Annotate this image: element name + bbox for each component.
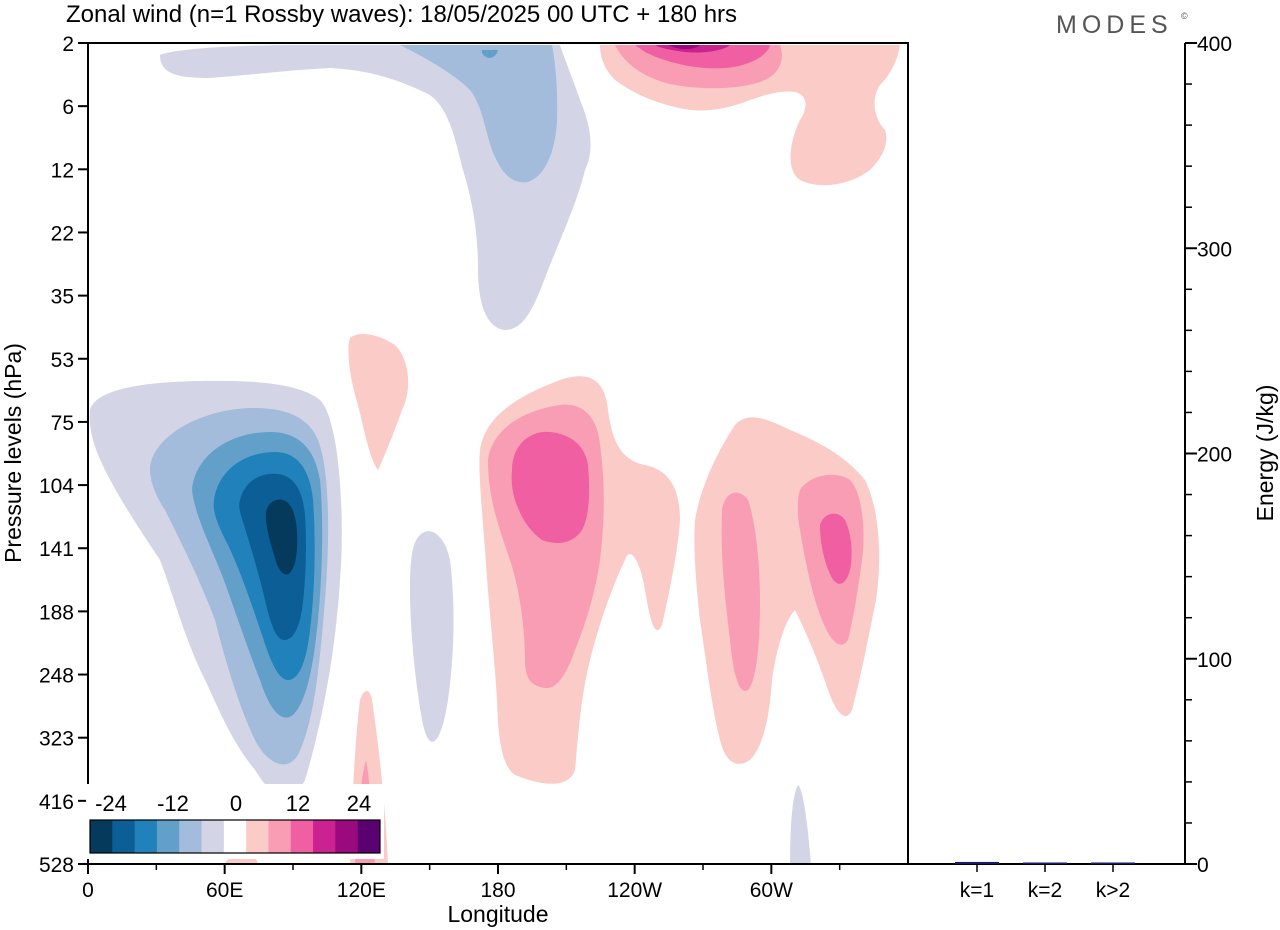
y-tick-label: 528 bbox=[39, 854, 74, 877]
y-tick-label: 323 bbox=[39, 728, 74, 751]
colorbar-tick-label: -24 bbox=[95, 791, 127, 816]
y-tick-label: 35 bbox=[51, 286, 74, 309]
colorbar-swatch bbox=[268, 820, 292, 853]
y-tick-label: 75 bbox=[51, 412, 74, 435]
energy-bars: k=1 k=2 k>2 bbox=[955, 861, 1135, 902]
colorbar-swatch bbox=[156, 820, 180, 853]
x-tick-label: 120W bbox=[607, 879, 662, 902]
contour-plot bbox=[88, 43, 908, 864]
y-tick-label: 416 bbox=[39, 791, 74, 814]
brand-mark: © bbox=[1181, 11, 1188, 21]
colorbar-swatch bbox=[179, 820, 203, 853]
colorbar-tick-label: 12 bbox=[286, 791, 310, 816]
colorbar-swatch bbox=[313, 820, 336, 853]
energy-tick-label: 100 bbox=[1197, 649, 1232, 672]
y-tick-label: 6 bbox=[62, 96, 74, 119]
colorbar-swatch bbox=[223, 820, 247, 853]
x-tick-label: 60W bbox=[750, 879, 793, 902]
y-tick-label: 248 bbox=[39, 665, 74, 688]
colorbar-swatch bbox=[201, 820, 225, 853]
energy-category-label: k>2 bbox=[1096, 879, 1130, 902]
brand-logo: MODES bbox=[1056, 11, 1173, 39]
negative-anomaly-level-3 bbox=[481, 50, 498, 58]
colorbar-swatch bbox=[357, 820, 381, 853]
colorbar-swatch bbox=[112, 820, 136, 853]
energy-bar bbox=[955, 861, 999, 864]
energy-category-label: k=2 bbox=[1028, 879, 1062, 902]
colorbar-tick-label: 0 bbox=[230, 791, 242, 816]
positive-anomaly-level-4 bbox=[529, 446, 575, 518]
colorbar-swatch bbox=[90, 820, 113, 853]
negative-anomaly-level-6 bbox=[265, 499, 298, 575]
colorbar: -24 -12 0 12 24 bbox=[86, 784, 384, 859]
x-tick-label: 0 bbox=[82, 879, 94, 902]
energy-tick-label: 300 bbox=[1197, 238, 1232, 261]
x-tick-label: 120E bbox=[337, 879, 386, 902]
y-tick-label: 188 bbox=[39, 601, 74, 624]
y-tick-label: 2 bbox=[62, 33, 74, 56]
negative-anomaly-level-2 bbox=[400, 45, 558, 183]
energy-axis-label: Energy (J/kg) bbox=[1252, 385, 1278, 522]
y-axis-label: Pressure levels (hPa) bbox=[0, 343, 26, 563]
colorbar-frame bbox=[89, 819, 381, 854]
positive-anomaly-level-2 bbox=[721, 492, 760, 691]
positive-anomaly-level-3 bbox=[820, 513, 852, 584]
energy-tick-label: 0 bbox=[1197, 854, 1209, 877]
energy-tick-label: 400 bbox=[1197, 33, 1232, 56]
positive-anomaly-level-3 bbox=[635, 45, 770, 69]
y-axis: 2 6 12 22 35 53 75 104 141 188 248 323 416 528 bbox=[39, 33, 88, 877]
chart-title: Zonal wind (n=1 Rossby waves): 18/05/202… bbox=[66, 1, 737, 28]
colorbar-swatch bbox=[335, 820, 359, 853]
y-tick-label: 141 bbox=[39, 538, 74, 561]
colorbar-swatch bbox=[290, 820, 314, 853]
energy-bar bbox=[1023, 862, 1067, 864]
negative-anomaly-level-1 bbox=[790, 785, 811, 864]
negative-anomaly-level-1 bbox=[410, 531, 454, 742]
energy-tick-label: 200 bbox=[1197, 444, 1232, 467]
positive-anomaly-level-5 bbox=[668, 45, 700, 50]
colorbar-tick-label: 24 bbox=[347, 791, 371, 816]
x-axis: 0 60E 120E 180 120W 60W bbox=[82, 864, 841, 902]
x-axis-label: Longitude bbox=[447, 901, 548, 927]
y-tick-label: 53 bbox=[51, 349, 74, 372]
y-tick-label: 104 bbox=[39, 475, 74, 498]
colorbar-tick-label: -12 bbox=[157, 791, 189, 816]
y-tick-label: 12 bbox=[51, 159, 74, 182]
positive-anomaly-level-1 bbox=[348, 334, 409, 470]
colorbar-swatch bbox=[246, 820, 269, 853]
energy-axis-ticks: 0 100 200 300 400 bbox=[1185, 33, 1232, 877]
x-tick-label: 180 bbox=[480, 879, 515, 902]
colorbar-swatch bbox=[134, 820, 158, 853]
energy-category-label: k=1 bbox=[960, 879, 994, 902]
energy-bar bbox=[1091, 862, 1135, 864]
x-tick-label: 60E bbox=[206, 879, 243, 902]
y-tick-label: 22 bbox=[51, 222, 74, 245]
